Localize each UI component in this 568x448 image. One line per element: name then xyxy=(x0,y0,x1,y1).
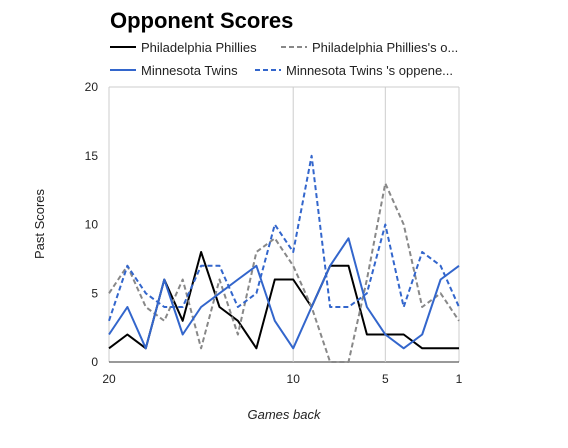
x-tick-labels: 20 10 5 1 xyxy=(102,372,462,386)
x-tick-label: 20 xyxy=(102,372,116,386)
plot-area xyxy=(108,86,460,363)
x-axis-title: Games back xyxy=(248,407,322,422)
series-line-4 xyxy=(108,154,460,322)
series-line-2 xyxy=(108,182,460,363)
legend: Philadelphia Phillies Philadelphia Philli… xyxy=(110,40,458,78)
legend-label: Minnesota Twins 's oppene... xyxy=(286,63,453,78)
y-tick-label: 10 xyxy=(85,218,99,232)
legend-label: Philadelphia Phillies xyxy=(141,40,257,55)
chart-title: Opponent Scores xyxy=(110,8,293,33)
gridlines xyxy=(292,87,386,362)
y-axis-title: Past Scores xyxy=(32,188,47,259)
x-tick-label: 10 xyxy=(287,372,301,386)
series-line-3 xyxy=(108,237,460,350)
y-tick-label: 20 xyxy=(85,80,99,94)
y-tick-label: 0 xyxy=(91,355,98,369)
legend-label: Minnesota Twins xyxy=(141,63,238,78)
x-tick-label: 1 xyxy=(456,372,463,386)
legend-label: Philadelphia Phillies's o... xyxy=(312,40,458,55)
y-tick-labels: 0 5 10 15 20 xyxy=(85,80,99,369)
y-tick-label: 5 xyxy=(91,286,98,300)
x-tick-label: 5 xyxy=(382,372,389,386)
y-tick-label: 15 xyxy=(85,149,99,163)
series-lines xyxy=(108,154,460,363)
